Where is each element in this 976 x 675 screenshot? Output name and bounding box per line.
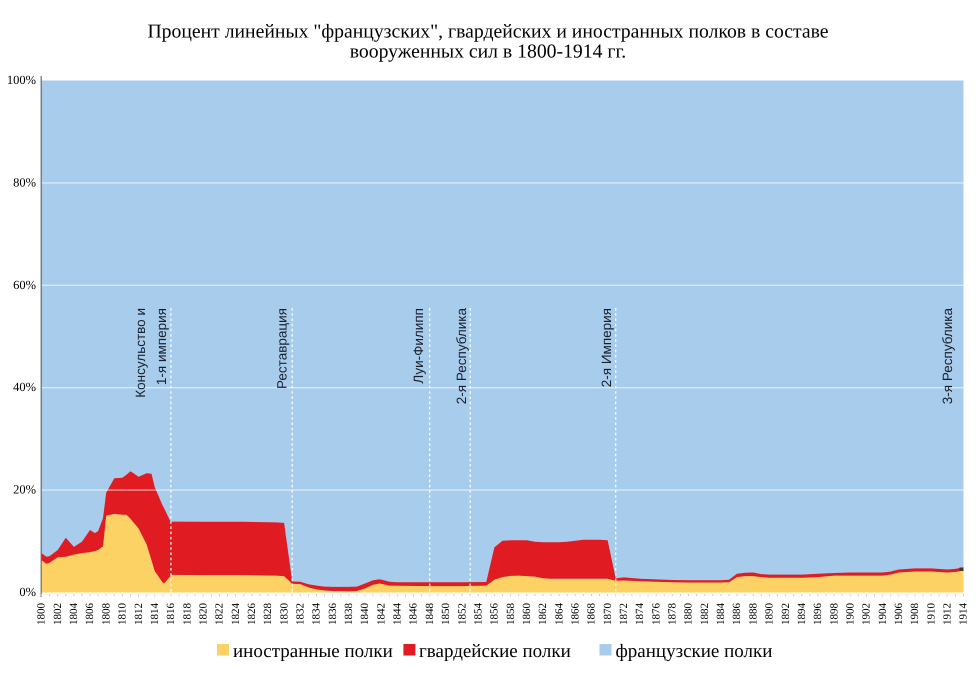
svg-text:3-я Республика: 3-я Республика [940, 308, 955, 405]
svg-text:1804: 1804 [68, 603, 80, 626]
svg-text:1812: 1812 [133, 603, 145, 625]
svg-text:1864: 1864 [553, 603, 565, 626]
svg-text:1850: 1850 [440, 603, 452, 626]
svg-text:1896: 1896 [812, 603, 824, 626]
svg-text:1816: 1816 [165, 603, 177, 626]
svg-text:1900: 1900 [845, 603, 857, 626]
svg-text:1852: 1852 [456, 603, 468, 625]
svg-text:80%: 80% [13, 175, 36, 189]
svg-text:1820: 1820 [198, 603, 210, 626]
svg-text:1914: 1914 [958, 603, 970, 626]
svg-text:1862: 1862 [537, 603, 549, 625]
svg-text:1846: 1846 [408, 603, 420, 626]
svg-text:1836: 1836 [327, 603, 339, 626]
svg-text:Луи-Филипп: Луи-Филипп [411, 308, 426, 384]
svg-text:Процент линейных "французских": Процент линейных "французских", гвардейс… [147, 21, 828, 43]
svg-text:1910: 1910 [925, 603, 937, 626]
svg-text:1830: 1830 [278, 603, 290, 626]
svg-text:1802: 1802 [52, 603, 64, 625]
svg-text:40%: 40% [13, 380, 36, 394]
svg-text:1878: 1878 [667, 603, 679, 626]
svg-text:1838: 1838 [343, 603, 355, 626]
svg-text:1840: 1840 [359, 603, 371, 626]
svg-text:1826: 1826 [246, 603, 258, 626]
svg-text:2-я Республика: 2-я Республика [454, 308, 469, 405]
svg-text:1886: 1886 [731, 603, 743, 626]
svg-text:1870: 1870 [602, 603, 614, 626]
svg-text:1884: 1884 [715, 603, 727, 626]
svg-text:1842: 1842 [375, 603, 387, 625]
svg-text:1858: 1858 [505, 603, 517, 626]
svg-text:1868: 1868 [586, 603, 598, 626]
svg-text:Реставрация: Реставрация [275, 308, 290, 389]
svg-text:французские полки: французские полки [616, 641, 773, 662]
svg-text:1904: 1904 [877, 603, 889, 626]
svg-text:1834: 1834 [311, 603, 323, 626]
svg-text:1832: 1832 [295, 603, 307, 625]
svg-text:1880: 1880 [683, 603, 695, 626]
svg-text:1810: 1810 [117, 603, 129, 626]
svg-text:1800: 1800 [36, 603, 48, 626]
svg-text:1888: 1888 [747, 603, 759, 626]
svg-text:1872: 1872 [618, 603, 630, 625]
svg-text:1828: 1828 [262, 603, 274, 626]
svg-text:2-я Империя: 2-я Империя [599, 308, 614, 387]
svg-text:1898: 1898 [828, 603, 840, 626]
svg-text:20%: 20% [13, 483, 36, 497]
svg-text:1848: 1848 [424, 603, 436, 626]
svg-text:1902: 1902 [861, 603, 873, 625]
svg-text:1892: 1892 [780, 603, 792, 625]
svg-text:Консульство и: Консульство и [133, 308, 148, 398]
svg-text:1808: 1808 [100, 603, 112, 626]
svg-text:1860: 1860 [521, 603, 533, 626]
svg-text:1824: 1824 [230, 603, 242, 626]
svg-text:иностранные полки: иностранные полки [233, 641, 393, 662]
svg-text:60%: 60% [13, 278, 36, 292]
svg-text:1-я империя: 1-я империя [154, 308, 169, 385]
svg-text:1874: 1874 [634, 603, 646, 626]
svg-text:1912: 1912 [942, 603, 954, 625]
svg-text:0%: 0% [19, 585, 36, 599]
svg-text:1876: 1876 [650, 603, 662, 626]
svg-text:1882: 1882 [699, 603, 711, 625]
svg-text:1814: 1814 [149, 603, 161, 626]
svg-text:1818: 1818 [181, 603, 193, 626]
svg-text:1844: 1844 [392, 603, 404, 626]
svg-text:1854: 1854 [472, 603, 484, 626]
svg-text:100%: 100% [7, 73, 36, 87]
svg-text:вооруженных сил в 1800-1914 гг: вооруженных сил в 1800-1914 гг. [350, 41, 626, 63]
svg-text:1908: 1908 [909, 603, 921, 626]
svg-text:1890: 1890 [764, 603, 776, 626]
svg-text:1856: 1856 [489, 603, 501, 626]
svg-text:1894: 1894 [796, 603, 808, 626]
svg-text:1906: 1906 [893, 603, 905, 626]
svg-text:1822: 1822 [214, 603, 226, 625]
svg-text:1806: 1806 [84, 603, 96, 626]
svg-text:1866: 1866 [570, 603, 582, 626]
svg-text:гвардейские полки: гвардейские полки [419, 641, 571, 662]
